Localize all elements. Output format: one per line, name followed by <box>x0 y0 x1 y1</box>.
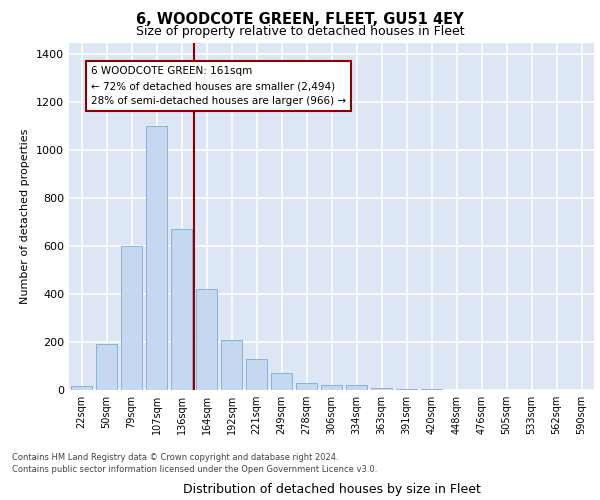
Bar <box>71 386 92 390</box>
Text: 6, WOODCOTE GREEN, FLEET, GU51 4EY: 6, WOODCOTE GREEN, FLEET, GU51 4EY <box>136 12 464 28</box>
Text: Contains public sector information licensed under the Open Government Licence v3: Contains public sector information licen… <box>12 465 377 474</box>
Text: Size of property relative to detached houses in Fleet: Size of property relative to detached ho… <box>136 25 464 38</box>
Bar <box>146 126 167 390</box>
Text: Contains HM Land Registry data © Crown copyright and database right 2024.: Contains HM Land Registry data © Crown c… <box>12 452 338 462</box>
Bar <box>221 340 242 390</box>
Text: 6 WOODCOTE GREEN: 161sqm
← 72% of detached houses are smaller (2,494)
28% of sem: 6 WOODCOTE GREEN: 161sqm ← 72% of detach… <box>91 66 346 106</box>
Bar <box>246 359 267 390</box>
Y-axis label: Number of detached properties: Number of detached properties <box>20 128 31 304</box>
Bar <box>196 290 217 390</box>
Bar <box>296 383 317 390</box>
Bar <box>121 246 142 390</box>
Bar <box>421 389 442 390</box>
Bar <box>271 373 292 390</box>
Bar <box>321 385 342 390</box>
X-axis label: Distribution of detached houses by size in Fleet: Distribution of detached houses by size … <box>182 483 481 496</box>
Bar <box>371 388 392 390</box>
Bar <box>396 389 417 390</box>
Bar <box>171 230 192 390</box>
Bar <box>96 344 117 390</box>
Bar <box>346 385 367 390</box>
